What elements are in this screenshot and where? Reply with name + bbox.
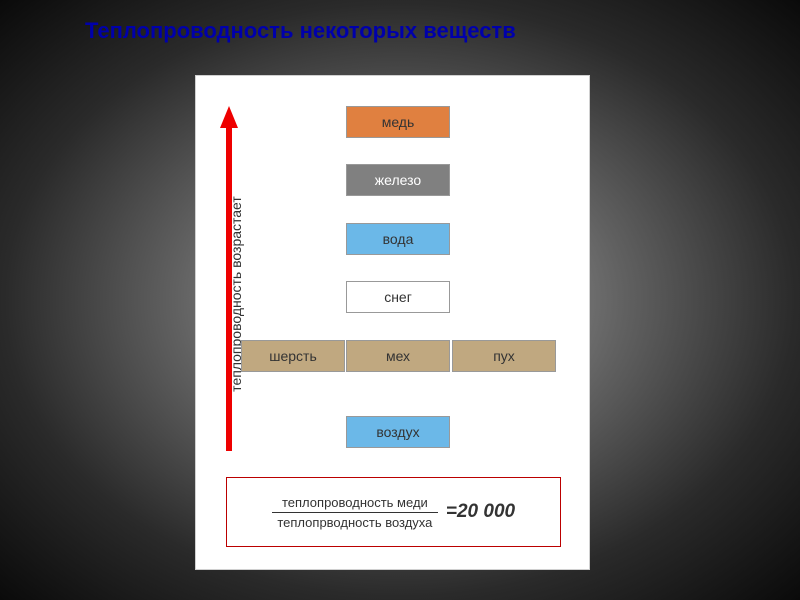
slide-title: Теплопроводность некоторых веществ <box>85 18 516 44</box>
conductivity-arrow: теплопроводность возрастает <box>214 106 244 451</box>
fraction-line <box>272 512 438 513</box>
formula-box: теплопроводность меди теплопрводность во… <box>226 477 561 547</box>
slide-background: Теплопроводность некоторых веществ тепло… <box>0 0 800 600</box>
material-box: пух <box>452 340 556 372</box>
material-box: медь <box>346 106 450 138</box>
material-box: мех <box>346 340 450 372</box>
material-box: вода <box>346 223 450 255</box>
formula-result: =20 000 <box>446 501 515 523</box>
material-box: воздух <box>346 416 450 448</box>
arrow-head-icon <box>220 106 238 128</box>
arrow-label: теплопроводность возрастает <box>228 169 244 419</box>
material-box: железо <box>346 164 450 196</box>
formula-numerator: теплопроводность меди <box>282 495 428 510</box>
formula-fraction: теплопроводность меди теплопрводность во… <box>272 495 438 530</box>
diagram-panel: теплопроводность возрастает медь железо во… <box>195 75 590 570</box>
formula-denominator: теплопрводность воздуха <box>277 515 432 530</box>
material-box: снег <box>346 281 450 313</box>
material-box: шерсть <box>241 340 345 372</box>
